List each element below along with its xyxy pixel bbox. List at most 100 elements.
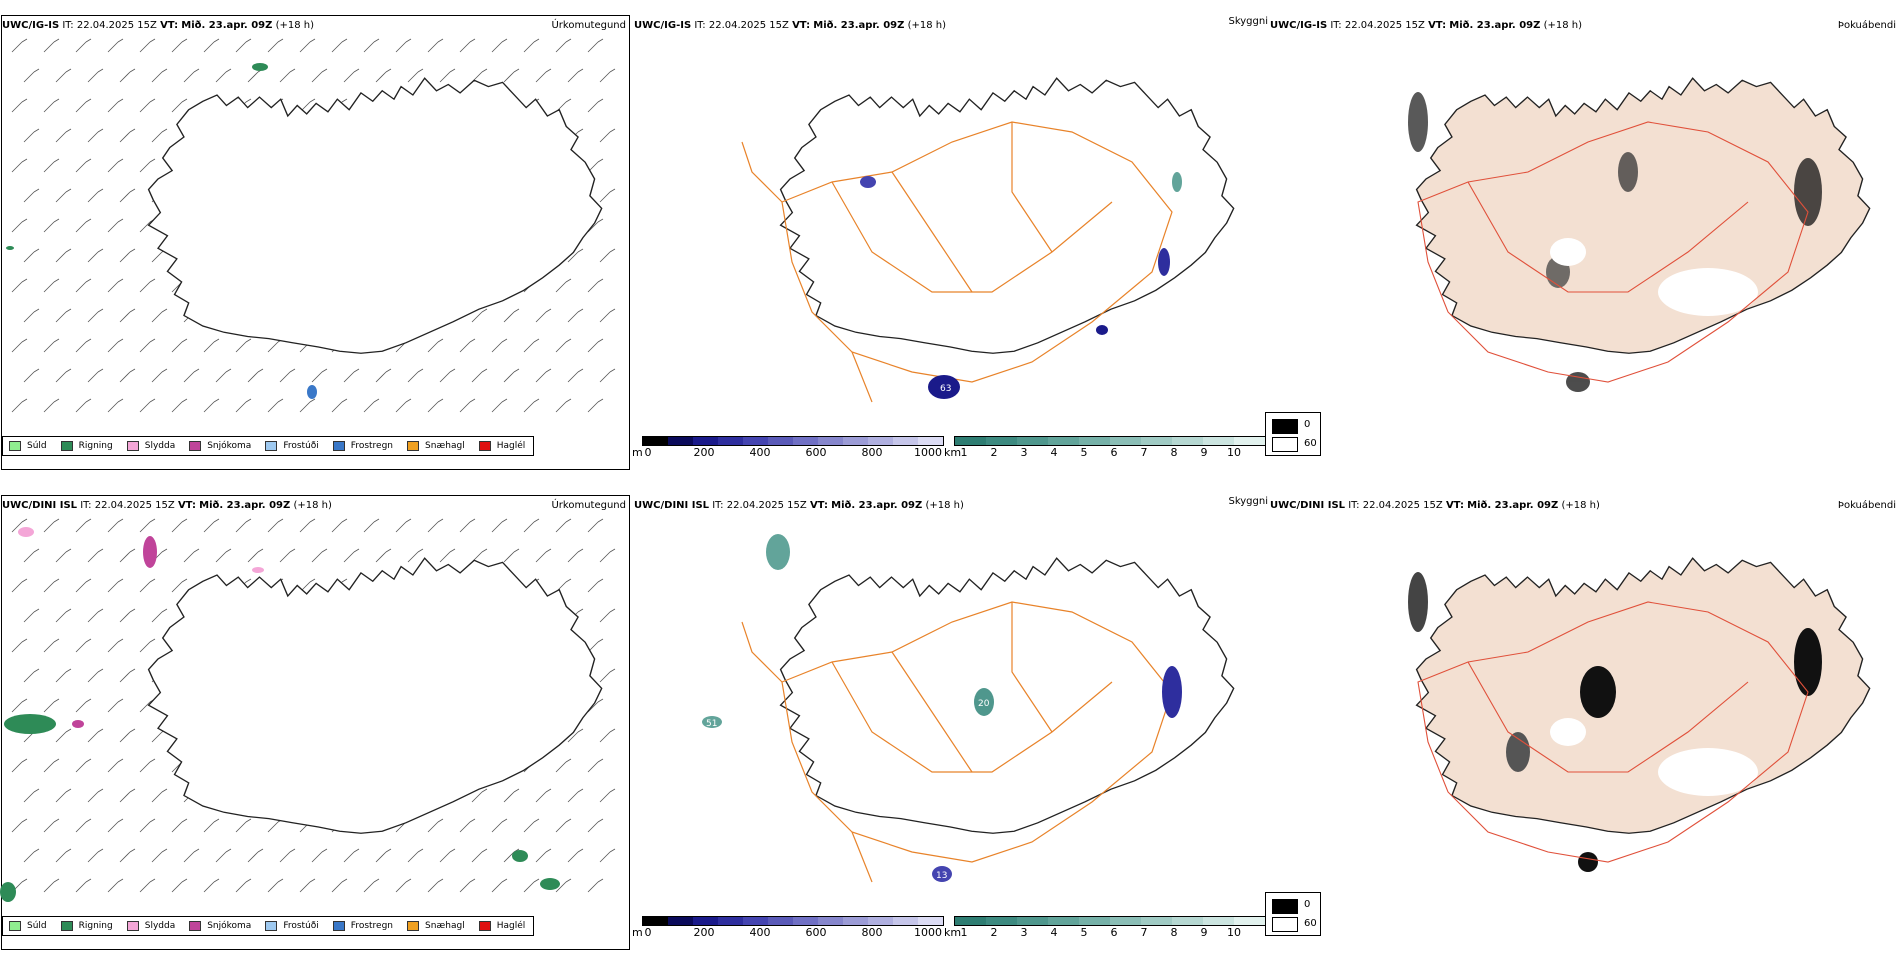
colorbar-cell [1079,917,1110,925]
wind-barb [11,698,28,713]
lead-time: (+18 h) [1543,20,1582,31]
wind-barb [331,38,348,53]
precip-legend-item: Snjókoma [189,921,251,931]
panel-title: Úrkomutegund [551,20,626,31]
wind-barb [75,638,92,653]
panel-frame [1,15,630,470]
legend-swatch [478,921,491,931]
colorbar-cell [693,437,718,445]
wind-barb [503,368,520,383]
row-dini-isl: UWC/DINI ISL IT: 22.04.2025 15Z VT: Mið.… [0,488,1900,958]
wind-barb [171,518,188,533]
wind-barb [407,848,424,863]
wind-barb [87,848,104,863]
wind-barb [555,818,572,833]
colorbar-cell [1234,917,1265,925]
wind-barb [23,128,40,143]
vt-label: VT: [1445,500,1464,511]
wind-barb [119,548,136,563]
colorbar-cell [1079,437,1110,445]
wind-barb [107,218,124,233]
wind-barb [523,878,540,893]
colorbar-tick: 10 [1227,446,1241,459]
wind-barb [75,278,92,293]
wind-barb [427,818,444,833]
colorbar-cell [818,917,843,925]
wind-barb [567,68,584,83]
colorbar-cell [668,917,693,925]
lead-time: (+18 h) [1561,500,1600,511]
colorbar-cell [1048,917,1079,925]
legend-label: Haglél [496,441,526,451]
wind-barb [599,248,616,263]
wind-barb [439,548,456,563]
fog-map[interactable] [1268,512,1900,912]
legend-label: Frostregn [350,921,394,931]
colorbar-cell [668,437,693,445]
colorbar-tick: 9 [1200,446,1208,459]
fog-shading [1408,572,1822,872]
wind-barb [375,368,392,383]
wind-barb [183,68,200,83]
model-id: UWC/DINI ISL [634,500,710,511]
wind-barb [119,668,136,683]
model-id: UWC/IG-IS [634,20,692,31]
legend-swatch [265,441,278,451]
legend-label: Súld [27,441,47,451]
wind-barb [535,548,552,563]
wind-barb [75,518,92,533]
wind-barb [139,278,156,293]
map-label-13: 13 [936,871,947,881]
wind-barb [587,278,604,293]
visibility-map[interactable]: 51 20 13 [632,512,1268,912]
visibility-map[interactable]: 63 [632,32,1268,432]
colorbar-tick: 9 [1200,926,1208,939]
wind-barb [55,308,72,323]
vt-label: VT: [809,500,828,511]
wind-barb [459,878,476,893]
precip-legend-item: Frostúði [265,921,319,931]
wind-barb [491,398,508,413]
wind-barb [491,818,508,833]
colorbar-cell [1017,917,1048,925]
colorbar-tick: 6 [1110,446,1118,459]
wind-barb [43,398,60,413]
wind-barb [235,338,252,353]
colorbar-tick: 1000 [914,926,942,939]
wind-barb [375,548,392,563]
wind-barb [119,248,136,263]
wind-barb [535,848,552,863]
legend-label: Frostúði [283,441,319,451]
wind-barb [279,848,296,863]
wind-barb [279,68,296,83]
cloud-visibility-panel-ig: UWC/IG-IS IT: 22.04.2025 15Z VT: Mið. 23… [632,8,1268,478]
wind-barb [215,68,232,83]
precip-map[interactable] [0,32,632,432]
wind-barb [459,398,476,413]
colorbar-tick: 3 [1020,926,1028,939]
colorbar-cell [643,437,668,445]
wind-barb [459,518,476,533]
colorbar-tick: 1 [960,926,968,939]
wind-barb [139,338,156,353]
legend-label: Frostregn [350,441,394,451]
colorbar-tick: 2 [990,926,998,939]
precip-map[interactable] [0,512,632,912]
wind-barb [43,518,60,533]
colorbar-cell [643,917,668,925]
precip-type-legend: Súld Rigning Slydda Snjókoma Frostúði Frostre… [2,436,535,456]
wind-barb [87,548,104,563]
wind-barb [87,668,104,683]
wind-barb [23,308,40,323]
wind-barb [599,68,616,83]
colorbar-tick: 1 [960,446,968,459]
wind-barb [567,788,584,803]
wind-barb [523,518,540,533]
vt-label: VT: [177,500,196,511]
fog-map[interactable] [1268,32,1900,432]
wind-barb [247,548,264,563]
wind-barb [11,518,28,533]
wind-barb [75,758,92,773]
wind-barb [119,848,136,863]
wind-barb [11,638,28,653]
